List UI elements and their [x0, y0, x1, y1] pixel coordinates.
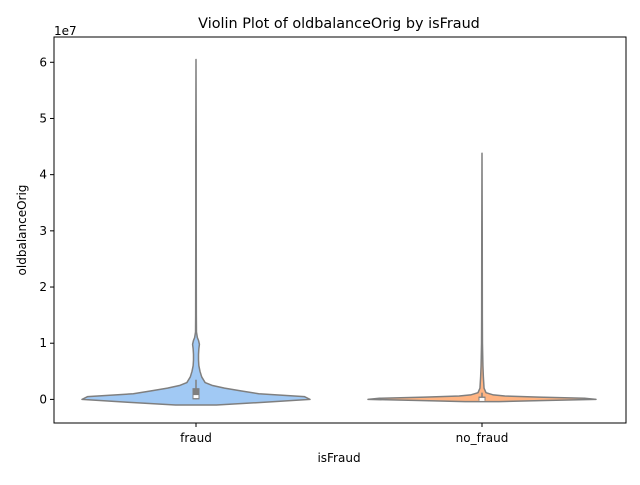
- plot-area: [81, 58, 597, 406]
- y-tick-label: 2: [39, 280, 47, 294]
- y-tick-label: 6: [39, 55, 47, 69]
- median-marker-no_fraud: [479, 397, 485, 401]
- y-axis-label: oldbalanceOrig: [15, 185, 29, 276]
- y-tick-label: 0: [39, 392, 47, 406]
- x-tick-label-no_fraud: no_fraud: [456, 431, 509, 445]
- x-axis-label: isFraud: [317, 451, 360, 465]
- plot-frame: [53, 36, 627, 424]
- iqr-box-fraud: [192, 388, 200, 400]
- x-tick-label-fraud: fraud: [180, 431, 212, 445]
- chart-title: Violin Plot of oldbalanceOrig by isFraud: [198, 16, 480, 32]
- y-tick-label: 1: [39, 336, 47, 350]
- y-tick-label: 4: [39, 168, 47, 182]
- violin-no_fraud: [367, 152, 597, 403]
- y-tick-label: 5: [39, 111, 47, 125]
- y-tick-label: 3: [39, 224, 47, 238]
- median-marker-fraud: [193, 395, 199, 399]
- x-axis: fraud no_fraud: [180, 423, 508, 445]
- y-axis: 0 1 2 3 4 5 6: [39, 55, 54, 406]
- violin-fraud: [81, 58, 311, 406]
- y-offset-label: 1e7: [54, 24, 77, 38]
